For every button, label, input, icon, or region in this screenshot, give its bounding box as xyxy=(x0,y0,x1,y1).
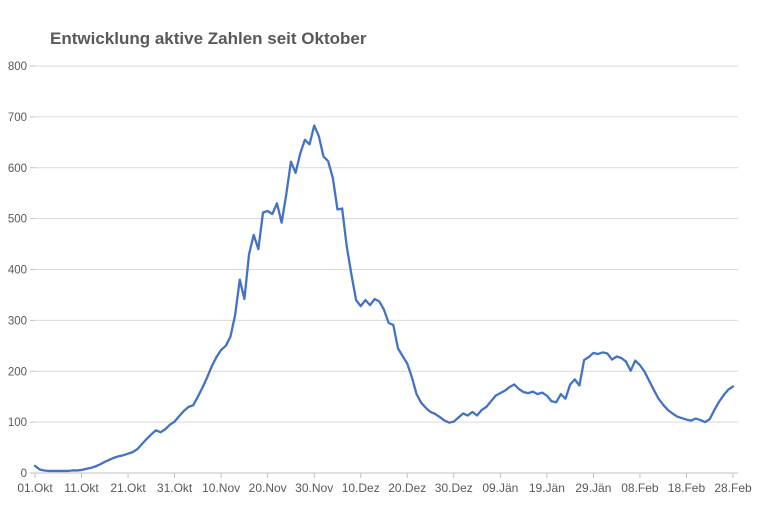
x-axis-label: 20.Dez xyxy=(388,481,426,495)
series-line xyxy=(33,124,735,473)
x-axis-label: 01.Okt xyxy=(17,481,53,495)
x-axis-label: 18.Feb xyxy=(668,481,706,495)
x-axis-label: 20.Nov xyxy=(249,481,287,495)
y-axis-labels: 0 100 200 300 400 500 600 700 800 xyxy=(8,61,27,480)
x-axis-label: 21.Okt xyxy=(110,481,146,495)
x-axis-label: 09.Jän xyxy=(482,481,518,495)
x-axis-label: 29.Jän xyxy=(575,481,611,495)
y-axis-label: 100 xyxy=(8,417,27,429)
y-axis-label: 600 xyxy=(8,163,27,175)
y-axis-label: 300 xyxy=(8,315,27,327)
y-axis-label: 800 xyxy=(8,61,27,73)
x-axis-label: 10.Dez xyxy=(342,481,380,495)
y-axis-label: 500 xyxy=(8,214,27,226)
x-axis-label: 19.Jän xyxy=(529,481,565,495)
x-axis-label: 28.Feb xyxy=(714,481,752,495)
y-axis-label: 200 xyxy=(8,366,27,378)
data-series xyxy=(33,124,735,473)
gridlines xyxy=(35,65,738,423)
axes-and-ticks xyxy=(30,65,738,478)
y-axis-label: 0 xyxy=(21,468,27,480)
x-axis-label: 30.Nov xyxy=(295,481,333,495)
x-axis-label: 30.Dez xyxy=(435,481,473,495)
y-axis-label: 700 xyxy=(8,112,27,124)
x-axis-labels: 01.Okt 11.Okt 21.Okt 31.Okt 10.Nov 20.Nov 30.N… xyxy=(17,481,752,495)
x-axis-label: 11.Okt xyxy=(64,481,99,495)
x-axis-label: 08.Feb xyxy=(621,481,659,495)
x-axis-label: 31.Okt xyxy=(157,481,193,495)
x-axis-label: 10.Nov xyxy=(202,481,240,495)
chart-title: Entwicklung aktive Zahlen seit Oktober xyxy=(50,29,367,48)
y-axis-label: 400 xyxy=(8,265,27,277)
